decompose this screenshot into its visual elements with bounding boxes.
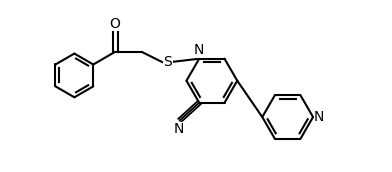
Text: N: N bbox=[193, 43, 204, 57]
Text: N: N bbox=[314, 110, 325, 124]
Text: S: S bbox=[163, 55, 172, 69]
Text: O: O bbox=[110, 17, 121, 31]
Text: N: N bbox=[174, 122, 184, 136]
